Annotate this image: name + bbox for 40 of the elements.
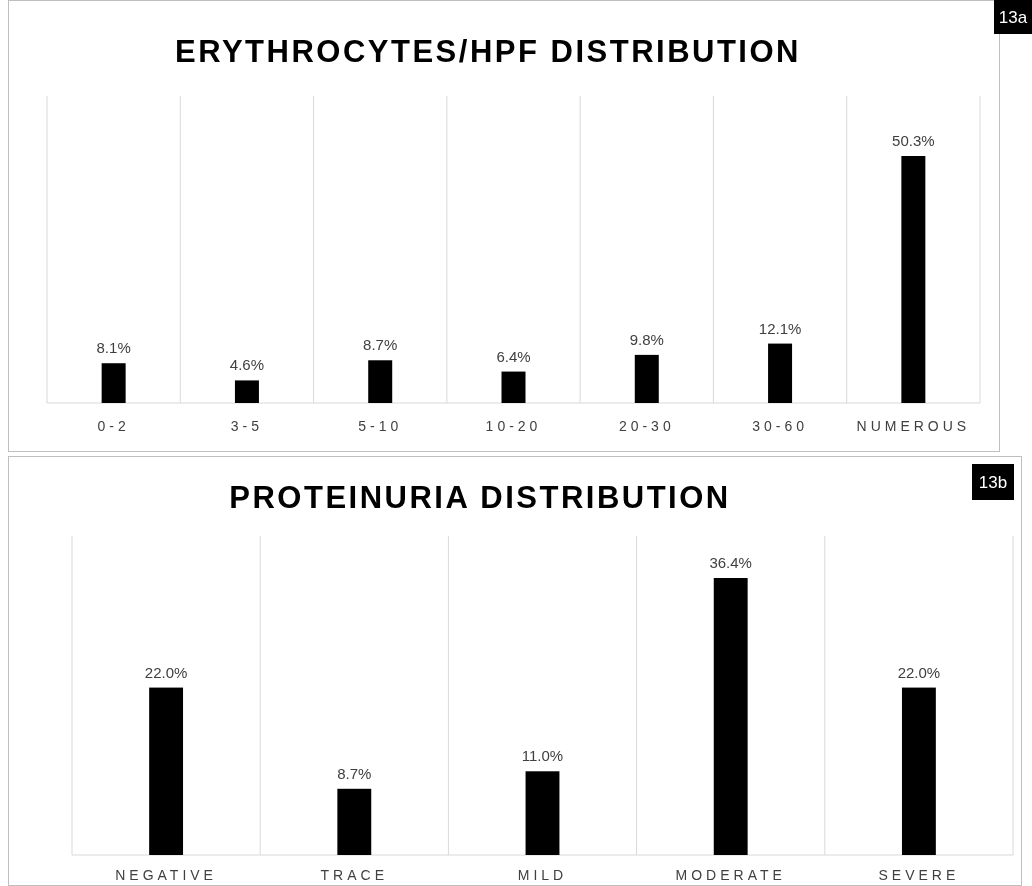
x-tick-label: 20-30: [618, 418, 675, 434]
bar: [713, 578, 748, 855]
data-label: 9.8%: [629, 330, 664, 348]
data-label: 8.1%: [96, 339, 131, 357]
x-tick-label: 0-2: [97, 418, 130, 434]
data-label: 11.0%: [521, 747, 564, 765]
x-tick-label: NUMEROUS: [856, 418, 971, 434]
x-tick-label: TRACE: [320, 867, 389, 883]
bar: [525, 771, 560, 855]
x-tick-label: 30-60: [752, 418, 808, 434]
bar: [101, 363, 126, 403]
bar: [149, 687, 184, 855]
x-tick-label: 10-20: [485, 418, 542, 434]
data-label: 50.3%: [892, 132, 935, 149]
chart-title: ERYTHROCYTES/HPF DISTRIBUTION: [175, 34, 801, 69]
bar: [501, 371, 526, 403]
x-tick-label: 3-5: [230, 418, 264, 434]
data-label: 8.7%: [363, 336, 398, 354]
x-tick-label: 5-10: [358, 418, 403, 434]
chart-title: PROTEINURIA DISTRIBUTION: [229, 480, 731, 515]
bar: [368, 360, 393, 403]
x-tick-label: MILD: [517, 867, 568, 883]
bar: [234, 380, 259, 403]
x-tick-label: MODERATE: [675, 867, 786, 883]
data-label: 4.6%: [229, 356, 265, 374]
data-label: 12.1%: [758, 319, 802, 337]
x-tick-label: NEGATIVE: [115, 867, 217, 883]
bar: [768, 343, 793, 403]
text: 13a: [998, 8, 1028, 27]
x-tick-label: SEVERE: [878, 867, 960, 883]
data-label: 8.7%: [337, 764, 372, 782]
data-label: 36.4%: [709, 554, 752, 571]
bar: [337, 788, 372, 855]
bar: [901, 687, 936, 855]
data-label: 6.4%: [496, 347, 531, 365]
data-label: 22.0%: [144, 663, 188, 681]
data-label: 22.0%: [897, 663, 941, 681]
bar: [901, 156, 926, 403]
bar: [634, 354, 659, 403]
text: 13b: [978, 473, 1008, 492]
